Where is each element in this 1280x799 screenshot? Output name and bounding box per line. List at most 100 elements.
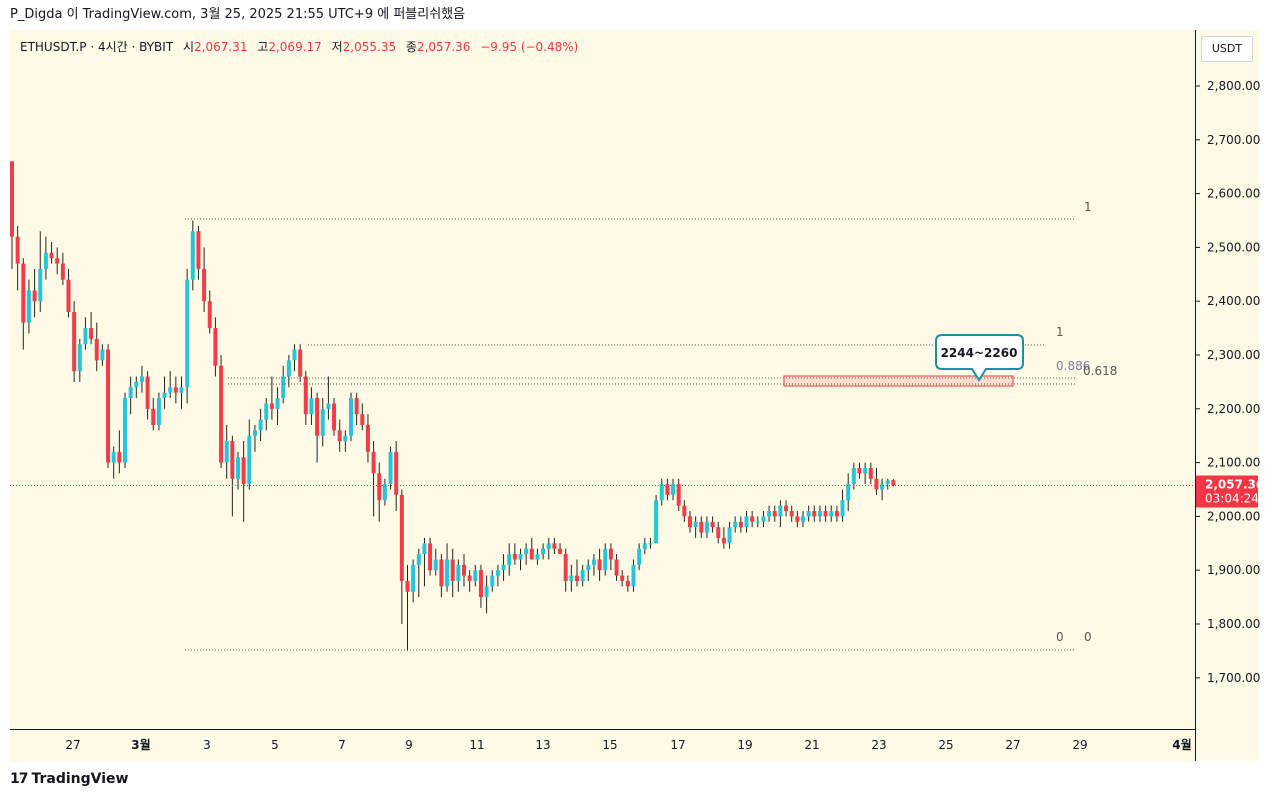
candle <box>817 505 822 522</box>
candle-body <box>772 511 777 517</box>
candle-body <box>846 484 851 501</box>
candle-body <box>535 554 540 560</box>
candle <box>671 478 676 501</box>
candle-body <box>710 521 715 528</box>
candle-body <box>704 521 709 533</box>
candle <box>603 543 608 576</box>
candle <box>772 505 777 522</box>
candle-body <box>275 398 280 409</box>
time-axis[interactable] <box>10 729 1195 762</box>
candle-body <box>106 349 111 463</box>
candle-body <box>456 564 461 581</box>
candle <box>377 462 382 522</box>
candle-body <box>795 516 800 522</box>
candle-body <box>767 511 772 517</box>
candle-body <box>575 575 579 581</box>
low-label: 저 <box>331 40 343 54</box>
candle-body <box>823 511 828 517</box>
candle-body <box>512 554 517 560</box>
candle <box>162 376 167 409</box>
candle <box>89 311 94 345</box>
change-value: −9.95 (−0.48%) <box>480 40 579 54</box>
candle-body <box>750 516 755 522</box>
candle <box>21 258 26 350</box>
candle <box>874 467 879 495</box>
candle-body <box>123 398 127 463</box>
candle-body <box>55 258 60 264</box>
candle <box>631 559 636 592</box>
candle-body <box>546 543 551 549</box>
candle-body <box>699 521 704 533</box>
brand-label: TradingView <box>31 771 129 787</box>
chart-pane[interactable] <box>10 30 1195 729</box>
candle <box>767 505 772 522</box>
candle-body <box>501 564 506 571</box>
candle-body <box>337 430 342 442</box>
fib-label-big-0: 0 <box>1084 630 1092 644</box>
candle-body <box>411 564 416 592</box>
candle-body <box>134 381 139 388</box>
fib-label-small-0618: 0.618 <box>1083 364 1117 378</box>
candle-body <box>83 328 88 345</box>
candle-body <box>597 559 602 571</box>
candle <box>207 290 212 334</box>
fib-label-big-1: 1 <box>1084 200 1092 214</box>
candle <box>478 564 483 608</box>
high-label: 고 <box>257 40 269 54</box>
candle-body <box>467 575 472 581</box>
candle <box>812 505 817 522</box>
candle <box>789 505 794 522</box>
low-value: 2,055.35 <box>342 40 397 54</box>
currency-button[interactable]: USDT <box>1201 36 1253 62</box>
current-price-label: 2,057.36 <box>1205 478 1264 492</box>
candle <box>315 392 320 463</box>
price-axis[interactable] <box>1195 30 1259 761</box>
symbol-label: ETHUSDT.P · 4시간 · BYBIT <box>20 40 174 54</box>
candle-body <box>495 570 500 576</box>
candle-body <box>851 467 856 485</box>
candle <box>151 398 156 431</box>
candle-body <box>207 301 212 329</box>
candle <box>445 543 450 592</box>
y-ticks-layer: 2,800.00 2,700.00 2,600.00 2,500.00 2,400.00… <box>1196 79 1264 685</box>
candle-body <box>38 268 43 302</box>
y-tick-label: 2,100.00 <box>1207 456 1260 470</box>
candle <box>26 279 31 334</box>
candle <box>66 268 71 318</box>
y-tick-label: 1,700.00 <box>1207 671 1260 685</box>
candle-body <box>241 457 246 485</box>
candle <box>298 344 303 382</box>
candle-body <box>580 570 585 581</box>
candle-body <box>603 548 608 571</box>
fib-label-small-0: 0 <box>1056 630 1064 644</box>
candle <box>15 225 20 291</box>
candle <box>60 252 65 286</box>
candle-body <box>230 441 235 479</box>
candle-body <box>168 387 173 393</box>
candle <box>755 516 760 528</box>
candle-body <box>365 424 370 452</box>
candle <box>382 478 387 506</box>
candle <box>710 516 715 533</box>
close-label: 종 <box>405 40 417 54</box>
candle <box>123 392 127 468</box>
candle-body <box>117 451 122 463</box>
candle-body <box>591 559 596 565</box>
candle <box>247 419 252 490</box>
candle-body <box>829 511 834 517</box>
tradingview-brand[interactable]: 17 TradingView <box>10 768 128 790</box>
candle <box>829 505 834 522</box>
candle-body <box>755 521 760 523</box>
candle-body <box>478 570 483 598</box>
candle-body <box>94 338 99 361</box>
candle-body <box>405 580 410 592</box>
candle <box>450 548 455 598</box>
candle-body <box>360 414 365 425</box>
candle <box>145 371 150 420</box>
candle-body <box>778 505 783 517</box>
x-tick-label: 4월 <box>1172 737 1191 752</box>
candle-body <box>631 564 636 587</box>
candle <box>462 554 466 587</box>
candle-body <box>462 564 466 576</box>
